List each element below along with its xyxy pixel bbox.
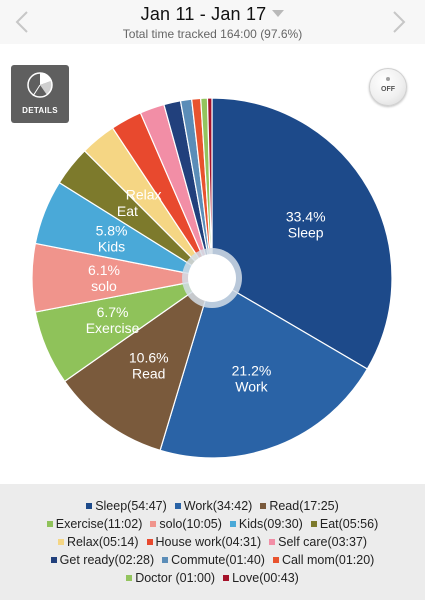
time-pie-chart: 33.4%Sleep 21.2%Work 10.6%Read 6.7%Exercise…	[31, 97, 393, 459]
pie-slice-read[interactable]	[63, 276, 214, 452]
slice-name-label: Eat	[117, 203, 138, 219]
legend-row: Exercise(11:02) solo(10:05) Kids(09:30) Eat…	[0, 515, 425, 532]
slice-name-label: solo	[91, 278, 117, 294]
legend-swatch	[126, 574, 133, 581]
pie-slice-sleep[interactable]	[211, 97, 393, 370]
slice-name-label: Exercise	[86, 320, 140, 336]
legend-label: Kids(09:30)	[238, 516, 303, 531]
slice-name-label: Read	[132, 366, 165, 382]
legend-swatch	[150, 520, 157, 527]
legend-swatch	[46, 520, 53, 527]
legend-swatch	[272, 556, 279, 563]
chevron-left-icon	[15, 11, 28, 33]
legend-swatch	[223, 574, 230, 581]
slice-name-label: Sleep	[288, 224, 324, 240]
slice-percent-label: 21.2%	[232, 363, 272, 379]
legend-swatch	[174, 502, 181, 509]
pie-center-hole	[188, 254, 236, 302]
legend-label: Relax(05:14)	[66, 534, 139, 549]
legend-item: Sleep(54:47)	[86, 499, 167, 513]
legend-label: Work(34:42)	[183, 498, 253, 513]
previous-week-button[interactable]	[10, 6, 34, 38]
pie-chart-icon	[27, 72, 53, 98]
legend-item: Commute(01:40)	[162, 553, 265, 567]
legend-label: Get ready(02:28)	[59, 552, 155, 567]
legend-label: Doctor (01:00)	[135, 570, 216, 585]
legend-item: Exercise(11:02)	[46, 516, 143, 531]
slice-percent-label: 5.8%	[96, 222, 128, 238]
pie-slice-love[interactable]	[206, 97, 213, 279]
legend-swatch	[310, 520, 317, 527]
date-range-selector[interactable]: Jan 11 - Jan 17	[0, 4, 425, 25]
header-bar: Jan 11 - Jan 17 Total time tracked 164:0…	[0, 0, 425, 44]
legend-item: Love(00:43)	[223, 571, 299, 585]
toggle-indicator-icon	[386, 77, 390, 81]
slice-percent-label: 6.7%	[97, 304, 129, 320]
slice-percent-label: 6.1%	[88, 262, 120, 278]
legend-item: Kids(09:30)	[229, 516, 303, 531]
details-button[interactable]: DETAILS	[11, 65, 69, 123]
legend-swatch	[260, 502, 267, 509]
chart-legend: Sleep(54:47) Work(34:42) Read(17:25) Exerci…	[0, 484, 425, 600]
slice-name-label: Work	[235, 379, 268, 395]
date-range-label: Jan 11 - Jan 17	[140, 4, 267, 24]
legend-item: Eat(05:56)	[310, 516, 379, 531]
legend-swatch	[269, 538, 276, 545]
slice-name-label: Kids	[98, 238, 125, 254]
legend-label: House work(04:31)	[155, 534, 262, 549]
legend-swatch	[86, 502, 93, 509]
legend-label: Exercise(11:02)	[55, 516, 143, 531]
legend-row: Sleep(54:47) Work(34:42) Read(17:25)	[0, 497, 425, 514]
legend-item: Work(34:42)	[174, 498, 253, 513]
legend-label: Sleep(54:47)	[95, 498, 167, 513]
legend-row: Get ready(02:28) Commute(01:40) Call mom(0…	[0, 551, 425, 568]
legend-item: Doctor (01:00)	[126, 571, 215, 585]
caret-down-icon	[272, 9, 285, 17]
next-week-button[interactable]	[387, 6, 411, 38]
legend-swatch	[57, 538, 64, 545]
legend-label: Eat(05:56)	[319, 516, 379, 531]
legend-item: solo(10:05)	[150, 517, 222, 531]
legend-item: Read(17:25)	[260, 499, 339, 513]
pie-slice-work[interactable]	[159, 277, 369, 459]
legend-swatch	[229, 520, 236, 527]
legend-swatch	[146, 538, 153, 545]
legend-label: Commute(01:40)	[171, 552, 265, 567]
slice-name-label: Relax	[126, 186, 162, 202]
total-time-tracked: Total time tracked 164:00 (97.6%)	[122, 27, 303, 41]
slice-percent-label: 33.4%	[286, 208, 326, 224]
details-label: DETAILS	[22, 106, 58, 115]
legend-label: solo(10:05)	[159, 516, 222, 531]
legend-row: Doctor (01:00) Love(00:43)	[0, 569, 425, 586]
legend-swatch	[50, 556, 57, 563]
legend-item: Get ready(02:28)	[50, 552, 155, 567]
off-toggle-button[interactable]: OFF	[369, 68, 407, 106]
slice-percent-label: 10.6%	[129, 350, 169, 366]
legend-item: Self care(03:37)	[269, 535, 367, 549]
legend-label: Love(00:43)	[232, 570, 299, 585]
legend-label: Read(17:25)	[269, 498, 339, 513]
legend-label: Call mom(01:20)	[281, 552, 375, 567]
legend-item: House work(04:31)	[146, 534, 262, 549]
toggle-label: OFF	[381, 86, 395, 93]
legend-swatch	[162, 556, 169, 563]
legend-label: Self care(03:37)	[278, 534, 368, 549]
legend-item: Call mom(01:20)	[272, 552, 375, 567]
chevron-right-icon	[393, 11, 406, 33]
legend-item: Relax(05:14)	[57, 534, 139, 549]
legend-row: Relax(05:14) House work(04:31) Self care(0…	[0, 533, 425, 550]
